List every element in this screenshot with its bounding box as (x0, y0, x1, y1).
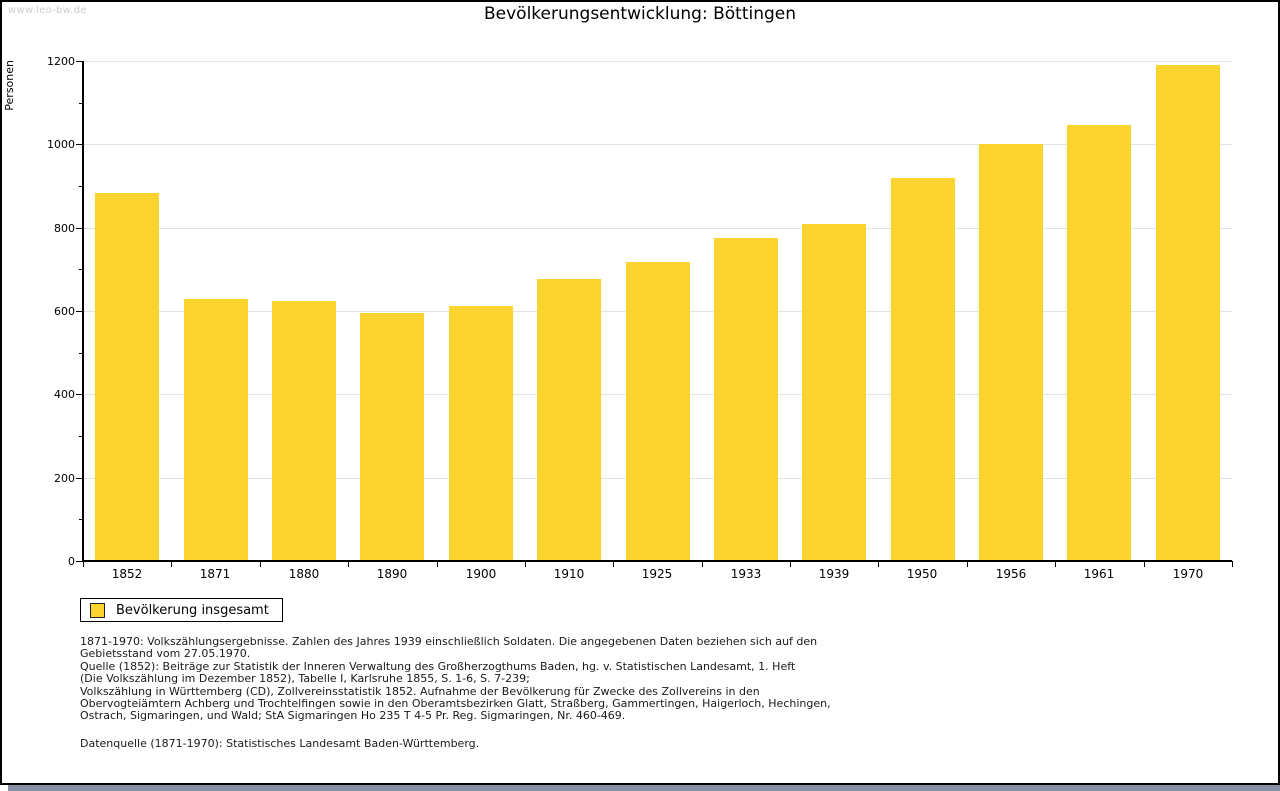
x-tick-7 (702, 561, 703, 567)
x-category-label-1925: 1925 (641, 567, 673, 581)
footnote-line: 1871-1970: Volkszählungsergebnisse. Zahl… (80, 635, 818, 648)
y-tick-0 (76, 561, 83, 562)
legend-swatch-icon (90, 602, 105, 618)
x-axis-line (82, 560, 1232, 562)
x-category-label-1950: 1950 (906, 567, 938, 581)
x-tick-8 (790, 561, 791, 567)
bar-1956 (979, 144, 1043, 562)
x-category-label-1933: 1933 (730, 567, 762, 581)
y-tick-label-600: 600 (54, 305, 75, 318)
x-tick-9 (878, 561, 879, 567)
x-category-label-1890: 1890 (376, 567, 408, 581)
gridline-1000 (83, 144, 1232, 145)
footnote-line: Quelle (1852): Beiträge zur Statistik de… (80, 659, 796, 673)
footnote-line: Ostrach, Sigmaringen, und Wald; StA Sigm… (80, 709, 626, 723)
y-tick-label-800: 800 (54, 222, 75, 235)
datasource-line: Datenquelle (1871-1970): Statistisches L… (80, 736, 480, 750)
x-tick-2 (260, 561, 261, 567)
x-tick-5 (525, 561, 526, 567)
bar-1961 (1067, 125, 1131, 561)
gridline-800 (83, 228, 1232, 229)
y-minor-tick-1100 (79, 103, 83, 104)
y-tick-200 (76, 478, 83, 479)
bar-1890 (360, 313, 424, 561)
footnote-line: Gebietsstand vom 27.05.1970. (80, 647, 251, 661)
x-tick-12 (1144, 561, 1145, 567)
y-minor-tick-700 (79, 269, 83, 270)
y-minor-tick-100 (79, 519, 83, 520)
x-category-label-1880: 1880 (288, 567, 320, 581)
chart-title: Bevölkerungsentwicklung: Böttingen (483, 4, 797, 24)
x-tick-11 (1055, 561, 1056, 567)
x-tick-1 (171, 561, 172, 567)
bar-1871 (184, 299, 248, 562)
y-minor-tick-900 (79, 186, 83, 187)
x-category-label-1910: 1910 (553, 567, 585, 581)
bar-1852 (95, 193, 159, 561)
footnote-line: (Die Volkszählung im Dezember 1852), Tab… (80, 672, 530, 686)
legend: Bevölkerung insgesamt (80, 598, 283, 622)
bar-1900 (449, 306, 513, 561)
bar-1950 (891, 178, 955, 561)
legend-label: Bevölkerung insgesamt (116, 602, 269, 618)
x-category-label-1939: 1939 (818, 567, 850, 581)
y-tick-label-1000: 1000 (47, 138, 75, 151)
x-category-label-1900: 1900 (465, 567, 497, 581)
x-category-label-1961: 1961 (1083, 567, 1115, 581)
footnote-line: Obervogteiämtern Achberg und Trochtelfin… (80, 697, 831, 711)
bar-1970 (1156, 65, 1220, 561)
x-tick-0 (83, 561, 84, 567)
y-axis-line (82, 61, 84, 562)
bar-1939 (802, 224, 866, 561)
y-tick-label-0: 0 (68, 555, 75, 568)
y-tick-400 (76, 394, 83, 395)
footnotes: 1871-1970: Volkszählungsergebnisse. Zahl… (80, 635, 1200, 750)
x-tick-10 (967, 561, 968, 567)
x-category-label-1970: 1970 (1172, 567, 1204, 581)
watermark: www.leo-bw.de (8, 5, 87, 16)
y-tick-1000 (76, 144, 83, 145)
footnote-line: Volkszählung in Württemberg (CD), Zollve… (80, 684, 760, 698)
bar-1910 (537, 279, 601, 561)
y-tick-600 (76, 311, 83, 312)
gridline-1200 (83, 61, 1232, 62)
bar-1933 (714, 238, 778, 561)
y-tick-label-200: 200 (54, 472, 75, 485)
y-tick-label-1200: 1200 (47, 55, 75, 68)
x-category-label-1852: 1852 (111, 567, 143, 581)
x-tick-6 (613, 561, 614, 567)
x-category-label-1956: 1956 (995, 567, 1027, 581)
window-drop-shadow (8, 785, 1280, 791)
bar-1880 (272, 301, 336, 561)
y-tick-label-400: 400 (54, 388, 75, 401)
y-minor-tick-300 (79, 436, 83, 437)
x-tick-4 (437, 561, 438, 567)
y-tick-1200 (76, 61, 83, 62)
y-tick-800 (76, 228, 83, 229)
x-tick-3 (348, 561, 349, 567)
x-tick-13 (1232, 561, 1233, 567)
bar-1925 (626, 262, 690, 561)
x-category-label-1871: 1871 (199, 567, 231, 581)
y-minor-tick-500 (79, 353, 83, 354)
